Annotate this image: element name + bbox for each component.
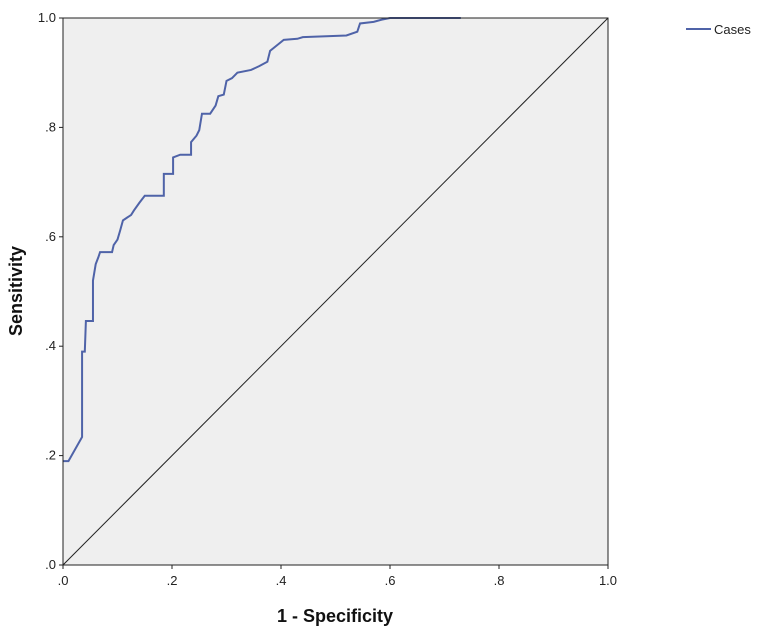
y-tick-label: .8 bbox=[45, 119, 56, 134]
x-tick-label: .2 bbox=[167, 573, 178, 588]
x-tick-label: .4 bbox=[276, 573, 287, 588]
x-tick-label: 1.0 bbox=[599, 573, 617, 588]
y-tick-label: .6 bbox=[45, 229, 56, 244]
roc-curve-cases bbox=[63, 17, 461, 463]
reference-diagonal-line bbox=[62, 17, 609, 566]
y-tick-label: .2 bbox=[45, 448, 56, 463]
x-tick-label: .6 bbox=[385, 573, 396, 588]
legend: Cases bbox=[686, 22, 751, 37]
plot-frame bbox=[62, 17, 609, 566]
x-tick-label: .8 bbox=[494, 573, 505, 588]
legend-label-cases: Cases bbox=[714, 22, 751, 37]
x-axis-title: 1 - Specificity bbox=[277, 606, 393, 626]
y-tick-label: 1.0 bbox=[38, 10, 56, 25]
y-axis-title: Sensitivity bbox=[6, 246, 26, 336]
y-tick-label: .0 bbox=[45, 557, 56, 572]
y-tick-label: .4 bbox=[45, 338, 56, 353]
x-axis-ticks: .0 .2 .4 .6 .8 1.0 bbox=[58, 565, 617, 588]
y-axis-ticks: .0 .2 .4 .6 .8 1.0 bbox=[38, 10, 63, 572]
x-tick-label: .0 bbox=[58, 573, 69, 588]
